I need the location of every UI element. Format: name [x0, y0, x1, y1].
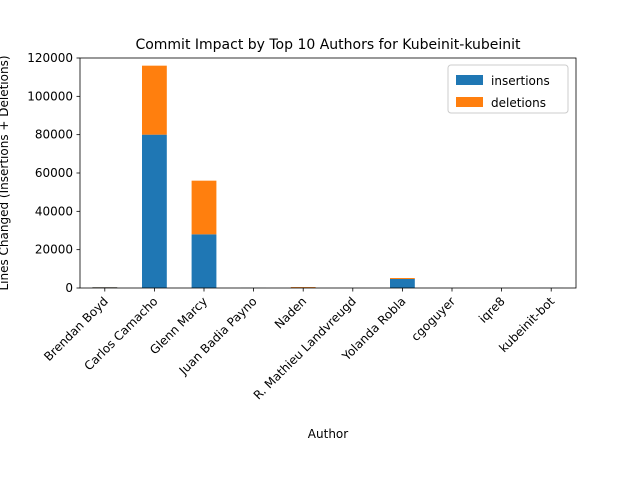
bar-insertions-yolanda-robla [390, 278, 415, 288]
legend-label-deletions: deletions [491, 96, 546, 110]
y-tick-label: 60000 [35, 166, 73, 180]
y-axis-label: Lines Changed (Insertions + Deletions) [0, 55, 11, 290]
legend-swatch-deletions [456, 97, 483, 107]
legend-swatch-insertions [456, 75, 483, 85]
y-tick-label: 20000 [35, 243, 73, 257]
x-tick-label: cgoguyer [408, 294, 458, 344]
legend: insertions deletions [447, 64, 569, 114]
y-axis: 0 20000 40000 60000 80000 100000 120000 [27, 51, 80, 295]
x-tick-label: R. Mathieu Landvreugd [251, 294, 359, 402]
bar-deletions-glenn-marcy [191, 180, 217, 235]
x-tick-label: iqre8 [476, 294, 508, 326]
y-tick-label: 100000 [27, 89, 73, 103]
y-tick-label: 40000 [35, 204, 73, 218]
y-tick-label: 0 [65, 281, 73, 295]
x-tick-label: Naden [272, 294, 309, 331]
bar-deletions-yolanda-robla [390, 278, 415, 279]
bar-deletions-carlos-camacho [142, 65, 167, 135]
legend-label-insertions: insertions [491, 74, 550, 88]
bar-deletions-naden [290, 287, 316, 288]
bar-insertions-carlos-camacho [142, 134, 167, 288]
bars-group [92, 65, 564, 288]
plot-frame [79, 57, 577, 289]
bar-insertions-glenn-marcy [191, 234, 217, 288]
x-axis-label: Author [308, 427, 348, 441]
y-tick-label: 80000 [35, 128, 73, 142]
chart-title: Commit Impact by Top 10 Authors for Kube… [135, 37, 521, 53]
y-tick-label: 120000 [27, 51, 73, 65]
